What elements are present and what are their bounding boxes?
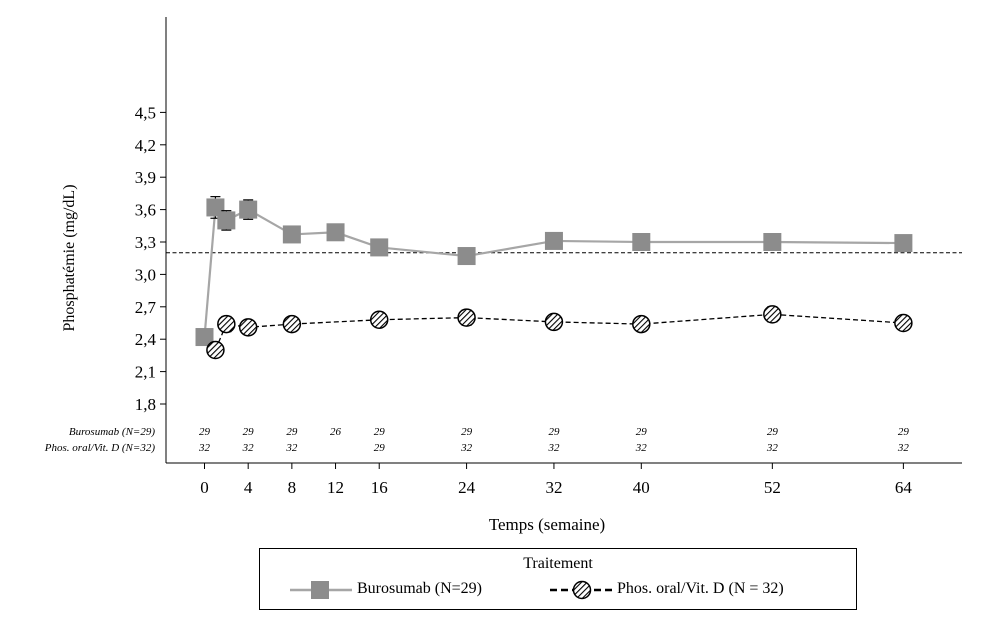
n-at-risk-row-label: Phos. oral/Vit. D (N=32)	[44, 442, 156, 454]
series-line-1	[214, 313, 904, 351]
n-at-risk-count: 32	[547, 442, 560, 454]
y-tick-label: 3,9	[135, 168, 156, 187]
legend: Traitement Burosumab (N=29) Phos. oral/V…	[259, 548, 857, 610]
n-at-risk-count: 32	[198, 442, 211, 454]
data-point-phos-oral	[544, 312, 564, 332]
legend-title: Traitement	[523, 555, 593, 572]
x-tick-label: 24	[458, 478, 476, 497]
n-at-risk-count: 26	[330, 426, 342, 438]
legend-label-burosumab: Burosumab (N=29)	[357, 580, 483, 597]
data-point-phos-oral	[457, 308, 476, 327]
data-point-burosumab	[370, 238, 389, 257]
data-point-burosumab	[326, 223, 345, 242]
n-at-risk-count: 32	[460, 442, 473, 454]
y-tick-label: 3,6	[135, 201, 156, 220]
legend-marker-phos-oral	[550, 580, 614, 600]
n-at-risk-count: 29	[374, 426, 386, 438]
n-at-risk-count: 29	[636, 426, 648, 438]
n-at-risk-count: 29	[767, 426, 779, 438]
x-tick-label: 52	[764, 478, 781, 497]
x-tick-label: 32	[545, 478, 562, 497]
n-at-risk-count: 29	[898, 426, 910, 438]
n-at-risk-count: 32	[242, 442, 255, 454]
n-at-risk-count: 32	[766, 442, 779, 454]
data-point-burosumab	[195, 328, 214, 347]
n-at-risk-count: 29	[374, 442, 386, 454]
y-axis-label: Phosphatémie (mg/dL)	[61, 184, 78, 331]
legend-marker-burosumab	[290, 581, 352, 599]
x-tick-label: 16	[371, 478, 388, 497]
y-tick-label: 4,2	[135, 136, 156, 155]
data-point-burosumab	[239, 200, 258, 219]
data-point-phos-oral	[763, 305, 782, 324]
n-at-risk-count: 29	[199, 426, 211, 438]
x-tick-label: 8	[288, 478, 297, 497]
y-tick-label: 2,7	[135, 298, 157, 317]
data-point-phos-oral	[632, 314, 651, 334]
n-at-risk-count: 32	[897, 442, 910, 454]
data-point-burosumab	[544, 231, 563, 250]
data-point-phos-oral	[894, 313, 913, 333]
data-point-burosumab	[632, 233, 651, 251]
data-point-phos-oral	[282, 314, 302, 334]
y-tick-label: 3,0	[135, 265, 156, 284]
x-tick-label: 4	[244, 478, 253, 497]
y-tick-label: 2,4	[135, 330, 157, 349]
data-point-burosumab	[457, 247, 476, 266]
n-at-risk-row-label: Burosumab (N=29)	[69, 426, 155, 438]
data-point-burosumab	[763, 233, 782, 251]
legend-label-phos-oral: Phos. oral/Vit. D (N = 32)	[617, 580, 784, 597]
y-tick-label: 2,1	[135, 363, 156, 382]
data-point-burosumab	[217, 211, 236, 230]
y-tick-label: 4,5	[135, 103, 156, 122]
x-tick-label: 0	[200, 478, 209, 497]
y-tick-label: 3,3	[135, 233, 156, 252]
n-at-risk-count: 32	[285, 442, 298, 454]
data-point-phos-oral	[206, 340, 225, 360]
x-tick-label: 64	[895, 478, 913, 497]
n-at-risk-count: 29	[461, 426, 473, 438]
data-point-burosumab	[282, 225, 301, 244]
x-tick-label: 40	[633, 478, 650, 497]
x-axis-label: Temps (semaine)	[489, 515, 605, 534]
data-point-burosumab	[894, 234, 913, 253]
y-tick-label: 1,8	[135, 395, 156, 414]
x-tick-label: 12	[327, 478, 344, 497]
n-at-risk-count: 29	[548, 426, 560, 438]
data-point-phos-oral	[217, 314, 236, 334]
n-at-risk-count: 29	[286, 426, 298, 438]
data-point-phos-oral	[238, 318, 258, 337]
n-at-risk-count: 29	[243, 426, 255, 438]
data-point-phos-oral	[369, 310, 389, 330]
n-at-risk-count: 32	[635, 442, 648, 454]
